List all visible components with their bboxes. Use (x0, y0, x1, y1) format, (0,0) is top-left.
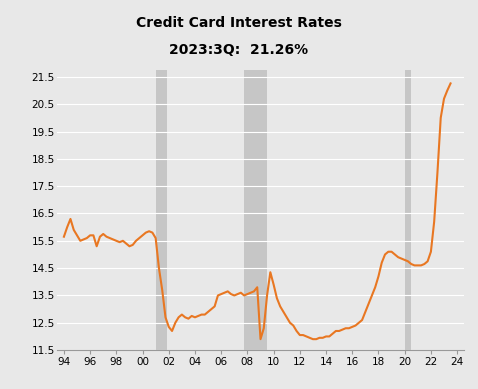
Bar (405, 70, 411, 350)
Bar (156, 70, 167, 350)
Bar (244, 70, 267, 350)
Text: Credit Card Interest Rates: Credit Card Interest Rates (136, 16, 342, 30)
Text: 2023:3Q:  21.26%: 2023:3Q: 21.26% (169, 43, 309, 57)
